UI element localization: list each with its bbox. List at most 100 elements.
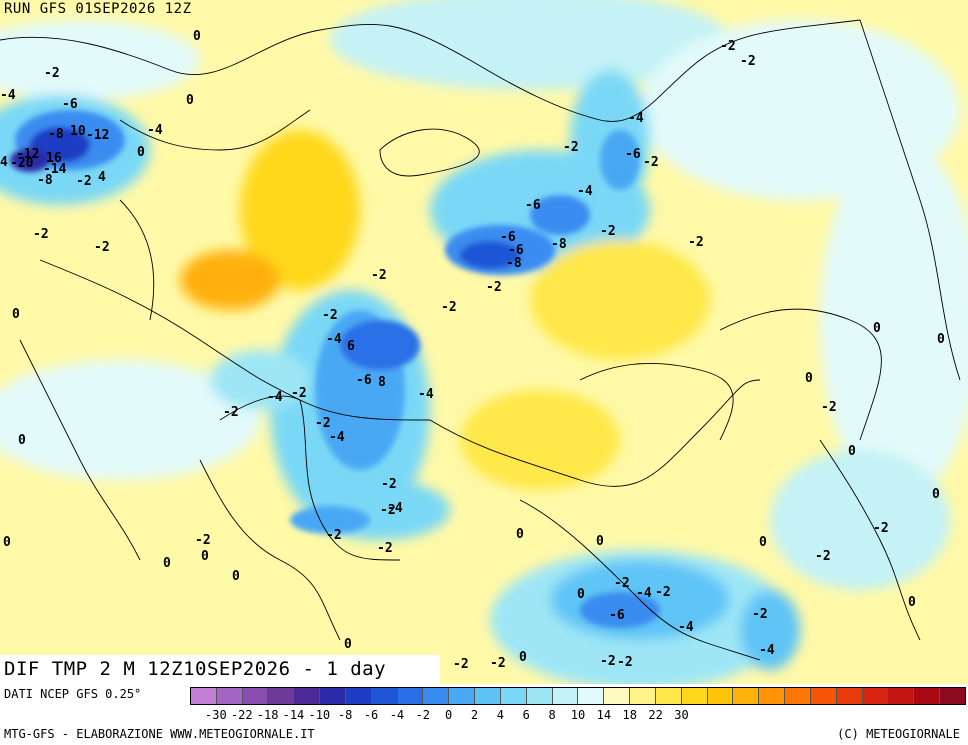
color-scale-tick-label: 4 xyxy=(496,708,505,722)
color-scale-tick-label: 8 xyxy=(548,708,556,722)
strong-anomaly-cores xyxy=(10,110,660,628)
contour-label: 0 xyxy=(577,587,585,602)
contour-label: 0 xyxy=(519,650,527,665)
contour-label: -2 xyxy=(381,477,397,492)
color-swatch xyxy=(681,688,708,704)
contour-label: -2 xyxy=(490,656,506,671)
contour-label: 0 xyxy=(163,556,171,571)
contour-label: 8 xyxy=(378,375,386,390)
color-swatch xyxy=(836,688,863,704)
data-source-label: DATI NCEP GFS 0.25° xyxy=(4,687,142,701)
contour-label: -2 xyxy=(453,657,469,672)
contour-label: -2 xyxy=(371,268,387,283)
color-swatch xyxy=(914,688,941,704)
contour-label: -6 xyxy=(508,243,524,258)
contour-label: -6 xyxy=(500,230,516,245)
contour-label: -6 xyxy=(356,373,372,388)
contour-label: -8 xyxy=(506,256,522,271)
contour-label: -12 xyxy=(86,128,109,143)
contour-label: 0 xyxy=(873,321,881,336)
contour-label: -2 xyxy=(740,54,756,69)
color-swatch xyxy=(940,688,965,704)
color-swatch xyxy=(191,688,217,704)
contour-label: 0 xyxy=(932,487,940,502)
contour-label: -2 xyxy=(380,503,396,518)
contour-label: 4 xyxy=(0,155,8,170)
contour-label: -2 xyxy=(76,174,92,189)
color-swatch xyxy=(810,688,837,704)
color-swatch xyxy=(604,688,631,704)
color-scale-tick-label: 0 xyxy=(445,708,453,722)
color-scale-tick-label: 18 xyxy=(622,708,637,722)
contour-label: -6 xyxy=(625,147,641,162)
contour-label: 0 xyxy=(18,433,26,448)
color-swatch xyxy=(475,688,501,704)
contour-label: 0 xyxy=(805,371,813,386)
color-swatch xyxy=(759,688,786,704)
color-scale-tick-label: -8 xyxy=(337,708,353,722)
contour-label-layer: 0 -2 -4 -6 0 -8 10 -12 -4 0 -12 16 4 -20… xyxy=(0,29,945,672)
contour-label: -4 xyxy=(678,620,694,635)
contour-label: 0 xyxy=(759,535,767,550)
color-swatch xyxy=(707,688,734,704)
contour-label: 0 xyxy=(344,637,352,652)
color-scale-tick-label: -10 xyxy=(308,708,331,722)
color-scale-tick-label: 30 xyxy=(674,708,689,722)
map-canvas: 0 -2 -4 -6 0 -8 10 -12 -4 0 -12 16 4 -20… xyxy=(0,0,968,684)
color-swatch xyxy=(888,688,915,704)
contour-label: -4 xyxy=(636,586,652,601)
contour-label: -2 xyxy=(291,386,307,401)
color-swatch xyxy=(320,688,346,704)
contour-label: -4 xyxy=(326,332,342,347)
contour-label: -2 xyxy=(563,140,579,155)
color-swatch xyxy=(371,688,398,704)
contour-label: -2 xyxy=(322,308,338,323)
contour-label: 4 xyxy=(98,170,106,185)
contour-label: -2 xyxy=(600,654,616,669)
contour-label: -2 xyxy=(720,39,736,54)
contour-label: -2 xyxy=(643,155,659,170)
contour-label: -2 xyxy=(33,227,49,242)
contour-label: -2 xyxy=(821,400,837,415)
contour-label: 0 xyxy=(137,145,145,160)
color-swatch xyxy=(397,688,424,704)
contour-label: 0 xyxy=(516,527,524,542)
color-swatch xyxy=(578,688,605,704)
contour-label: 0 xyxy=(596,534,604,549)
contour-label: 0 xyxy=(937,332,945,347)
contour-label: -4 xyxy=(418,387,434,402)
color-scale-tick-label: 2 xyxy=(470,708,479,722)
contour-label: -4 xyxy=(577,184,593,199)
contour-label: -8 xyxy=(37,173,53,188)
contour-label: -2 xyxy=(195,533,211,548)
color-scale-tick-label: -2 xyxy=(415,708,431,722)
coastlines-borders xyxy=(0,19,961,661)
color-swatch xyxy=(423,688,450,704)
color-scale-bar xyxy=(190,687,966,705)
contour-label: -4 xyxy=(329,430,345,445)
contour-label: 0 xyxy=(12,307,20,322)
contour-label: -4 xyxy=(147,123,163,138)
color-scale-tick-label: 14 xyxy=(596,708,612,722)
contour-label: -2 xyxy=(614,576,630,591)
contour-label: 0 xyxy=(908,595,916,610)
color-scale-tick-label: -4 xyxy=(389,708,405,722)
color-swatch xyxy=(242,688,269,704)
contour-label: -8 xyxy=(48,127,64,142)
legend-panel: DATI NCEP GFS 0.25° -30 -22 -18 -14 -10 -8 -6-… xyxy=(0,684,968,745)
contour-label: -4 xyxy=(267,390,283,405)
color-swatch xyxy=(630,688,656,704)
contour-label: -2 xyxy=(873,521,889,536)
credit-label: MTG-GFS - ELABORAZIONE WWW.METEOGIORNALE… xyxy=(4,727,315,741)
contour-label: -20 xyxy=(10,156,34,171)
contour-label: -2 xyxy=(815,549,831,564)
contour-label: -2 xyxy=(617,655,633,670)
contour-label: 0 xyxy=(186,93,194,108)
contour-label: 0 xyxy=(201,549,209,564)
color-swatch xyxy=(345,688,372,704)
temperature-anomaly-map: 0 -2 -4 -6 0 -8 10 -12 -4 0 -12 16 4 -20… xyxy=(0,0,968,684)
color-swatch xyxy=(449,688,476,704)
contour-label: 0 xyxy=(848,444,856,459)
color-swatch xyxy=(268,688,295,704)
contour-label: -4 xyxy=(387,501,403,516)
